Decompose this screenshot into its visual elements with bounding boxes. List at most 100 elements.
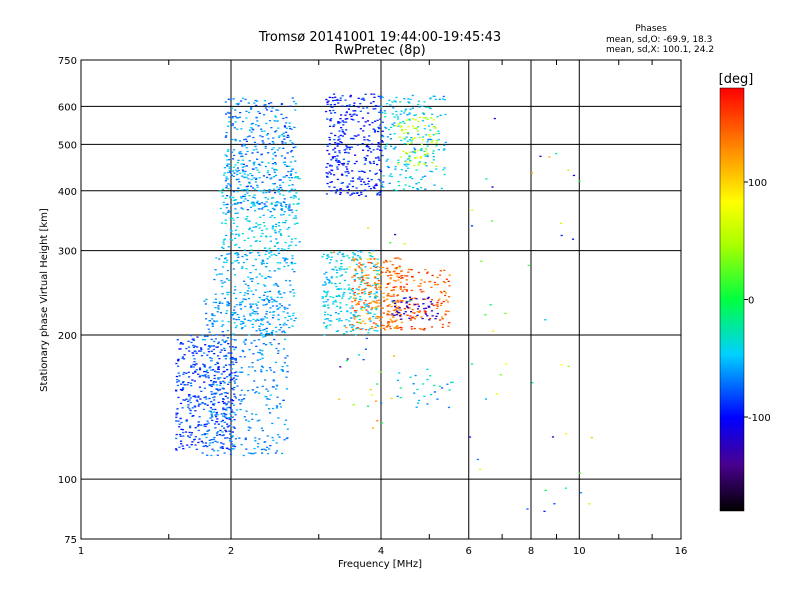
scatter-point	[426, 297, 429, 300]
scatter-point	[261, 299, 264, 301]
scatter-point	[389, 327, 392, 330]
scatter-point	[279, 184, 282, 186]
scatter-point	[427, 306, 431, 308]
scatter-point	[431, 315, 434, 317]
scatter-point	[203, 366, 206, 368]
scatter-point	[407, 307, 410, 309]
scatter-point	[204, 396, 207, 398]
scatter-point	[325, 98, 328, 101]
scatter-point	[374, 282, 377, 284]
scatter-point	[368, 170, 372, 172]
scatter-point	[193, 358, 196, 360]
scatter-point	[191, 441, 194, 443]
scatter-point	[253, 202, 256, 204]
scatter-point	[249, 307, 252, 309]
scatter-point	[326, 145, 329, 147]
scatter-point	[439, 291, 442, 293]
scatter-point	[211, 441, 214, 444]
scatter-point	[287, 315, 291, 317]
scatter-point	[325, 292, 329, 294]
scatter-point	[551, 436, 555, 438]
scatter-point	[400, 329, 403, 331]
scatter-point	[411, 107, 414, 109]
scatter-point	[334, 299, 337, 302]
scatter-point	[260, 371, 263, 373]
scatter-point	[291, 325, 294, 327]
scatter-point	[372, 101, 375, 103]
scatter-point	[200, 347, 203, 349]
scatter-point	[255, 240, 258, 242]
scatter-point	[376, 316, 380, 318]
scatter-point	[329, 259, 332, 261]
scatter-point	[281, 452, 284, 455]
scatter-point	[199, 398, 202, 400]
scatter-point	[191, 407, 194, 409]
scatter-point	[228, 253, 231, 255]
scatter-point	[369, 267, 372, 269]
scatter-point	[294, 176, 297, 179]
scatter-point	[375, 270, 378, 272]
scatter-point	[405, 165, 408, 167]
scatter-point	[334, 266, 337, 268]
scatter-point	[287, 171, 290, 173]
scatter-point	[262, 262, 265, 265]
scatter-point	[288, 280, 291, 282]
colorbar-unit: [deg]	[719, 72, 754, 87]
scatter-point	[231, 431, 234, 433]
scatter-point	[225, 355, 228, 358]
scatter-point	[399, 287, 402, 289]
scatter-point	[200, 440, 203, 442]
scatter-point	[205, 371, 208, 373]
scatter-point	[287, 136, 290, 138]
scatter-point	[380, 170, 383, 173]
scatter-point	[336, 330, 339, 332]
scatter-point	[198, 350, 201, 352]
scatter-point	[234, 244, 237, 246]
scatter-point	[362, 107, 365, 109]
scatter-point	[404, 275, 407, 277]
scatter-point	[232, 318, 235, 320]
scatter-point	[238, 304, 241, 306]
scatter-point	[213, 278, 216, 281]
scatter-point	[268, 256, 271, 258]
scatter-point	[362, 97, 365, 99]
scatter-point	[385, 326, 388, 328]
scatter-point	[410, 289, 413, 292]
scatter-point	[340, 127, 343, 129]
scatter-point	[216, 346, 219, 348]
scatter-point	[226, 259, 229, 261]
scatter-point	[259, 216, 262, 218]
scatter-point	[504, 312, 507, 315]
scatter-point	[247, 276, 250, 278]
scatter-point	[223, 421, 226, 423]
scatter-point	[377, 299, 380, 301]
scatter-point	[262, 336, 265, 338]
scatter-point	[272, 380, 275, 382]
scatter-point	[203, 335, 207, 337]
scatter-point	[261, 385, 264, 387]
scatter-point	[255, 391, 258, 393]
scatter-point	[286, 319, 289, 322]
scatter-point	[414, 303, 417, 306]
scatter-point	[350, 289, 353, 291]
scatter-point	[354, 269, 357, 271]
scatter-point	[241, 349, 244, 352]
scatter-point	[278, 329, 281, 331]
scatter-point	[175, 433, 178, 436]
scatter-point	[214, 408, 217, 411]
scatter-point	[188, 431, 191, 434]
scatter-point	[413, 327, 416, 330]
scatter-point	[328, 262, 331, 264]
scatter-point	[252, 201, 255, 203]
scatter-point	[210, 384, 213, 386]
scatter-point	[340, 310, 343, 313]
scatter-point	[402, 297, 405, 299]
scatter-point	[263, 130, 266, 132]
scatter-point	[220, 280, 223, 282]
scatter-point	[369, 302, 372, 304]
scatter-point	[346, 192, 349, 194]
scatter-point	[240, 207, 243, 209]
scatter-point	[286, 134, 290, 136]
scatter-point	[386, 269, 389, 271]
scatter-point	[367, 149, 370, 152]
